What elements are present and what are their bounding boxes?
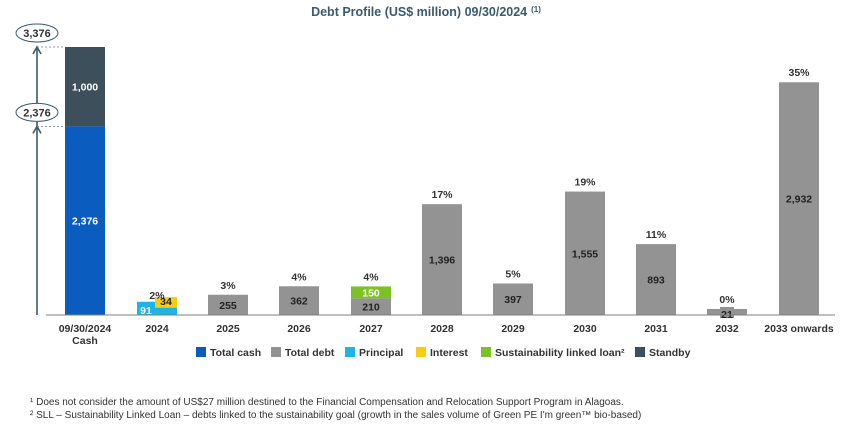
share-label: 11%: [646, 229, 667, 241]
x-tick-label: 2033 onwards: [764, 323, 834, 335]
x-tick-label: 2026: [287, 323, 311, 335]
bar-segment-interest: [155, 297, 177, 308]
share-label: 0%: [719, 294, 735, 306]
bar-segment-total-debt: [422, 204, 462, 315]
share-label: 35%: [788, 67, 810, 79]
bars-layer: 2,376 1,000 91 34 255 3% 362 4% 210 150 4% 1,396 17%…: [65, 47, 819, 321]
legend-label: Interest: [430, 347, 468, 359]
x-tick-label: 2032: [715, 323, 739, 335]
legend-item-total-cash: Total cash: [196, 347, 261, 359]
x-tick-label: 2030: [573, 323, 597, 335]
bar-value-label: 1,555: [572, 248, 598, 260]
bar-segment-total-debt: [493, 283, 533, 315]
annotation-layer: 3,376 2,376: [15, 23, 65, 315]
legend-item-principal: Principal: [345, 347, 403, 359]
x-axis: 09/30/2024 Cash 2024 2025 2026 2027 2028 2029 20…: [46, 314, 835, 347]
legend-swatch: [481, 347, 491, 357]
legend-swatch: [271, 347, 281, 357]
bar-segment-standby: [65, 47, 105, 127]
bar-segment-total-debt: [565, 191, 605, 315]
bar-value-label: 210: [362, 302, 380, 314]
x-tick-label: 2027: [359, 323, 383, 335]
bar-value-label: 2,376: [72, 216, 98, 228]
debt-profile-chart: Debt Profile (US$ million) 09/30/2024 (1)…: [15, 5, 835, 359]
annotation-bubble: [15, 23, 59, 43]
bar-segment-total-debt: [351, 298, 391, 315]
bar-value-label: 362: [290, 296, 308, 308]
bar-value-label: 1,000: [72, 82, 98, 94]
bar-value-label: 2,932: [786, 194, 812, 206]
footnote-2: ² SLL – Sustainability Linked Loan – deb…: [30, 410, 642, 421]
share-label: 5%: [505, 268, 521, 280]
bar-value-label: 255: [219, 300, 237, 312]
legend-item-standby: Standby: [635, 347, 691, 359]
legend: Total cash Total debt Principal Interest Sus…: [196, 347, 691, 359]
x-tick-label: 2031: [644, 323, 668, 335]
x-tick-label: 09/30/2024 Cash: [59, 323, 112, 347]
legend-swatch: [345, 347, 355, 357]
bar-segment-total-debt: [636, 244, 676, 315]
bar-value-label: 34: [160, 296, 172, 308]
share-label: 17%: [431, 189, 453, 201]
x-tick-label: 2025: [216, 323, 240, 335]
legend-item-sustainability-linked-loan: Sustainability linked loan²: [481, 347, 625, 359]
bar-segment-total-debt: [779, 82, 819, 315]
annotation-bubble: [15, 102, 59, 122]
legend-item-total-debt: Total debt: [271, 347, 335, 359]
legend-label: Sustainability linked loan²: [495, 347, 625, 359]
bar-segment-total-debt: [208, 294, 248, 315]
legend-label: Total debt: [285, 347, 335, 359]
annotation-label: 2,376: [23, 107, 51, 119]
share-label: 3%: [220, 280, 236, 292]
legend-label: Total cash: [210, 347, 261, 359]
x-tick-label: 2024: [145, 323, 169, 335]
share-label: 4%: [291, 271, 307, 283]
legend-swatch: [416, 347, 426, 357]
legend-label: Standby: [649, 347, 691, 359]
chart-title: Debt Profile (US$ million) 09/30/2024 (1): [311, 5, 541, 19]
bar-segment-sustainability-linked-loan: [351, 286, 391, 299]
x-tick-label: 2029: [501, 323, 525, 335]
share-label: 19%: [574, 177, 596, 189]
footnote-1: ¹ Does not consider the amount of US$27 …: [30, 397, 624, 408]
bar-value-label: 893: [647, 275, 665, 287]
legend-swatch: [196, 347, 206, 357]
bar-segment-total-debt: [279, 286, 319, 315]
bar-segment-total-cash: [65, 126, 105, 316]
footnotes: ¹ Does not consider the amount of US$27 …: [30, 396, 641, 422]
share-label: 4%: [363, 271, 379, 283]
legend-item-interest: Interest: [416, 347, 468, 359]
bar-value-label: 150: [362, 287, 380, 299]
legend-label: Principal: [359, 347, 403, 359]
annotation-label: 3,376: [23, 28, 51, 40]
share-label: 2%: [149, 290, 165, 302]
legend-swatch: [635, 347, 645, 357]
bar-value-label: 1,396: [429, 255, 455, 267]
bar-value-box: [720, 307, 734, 318]
bar-value-label: 91: [140, 305, 152, 317]
x-tick-label: 2028: [430, 323, 454, 335]
bar-value-label: 397: [504, 294, 522, 306]
